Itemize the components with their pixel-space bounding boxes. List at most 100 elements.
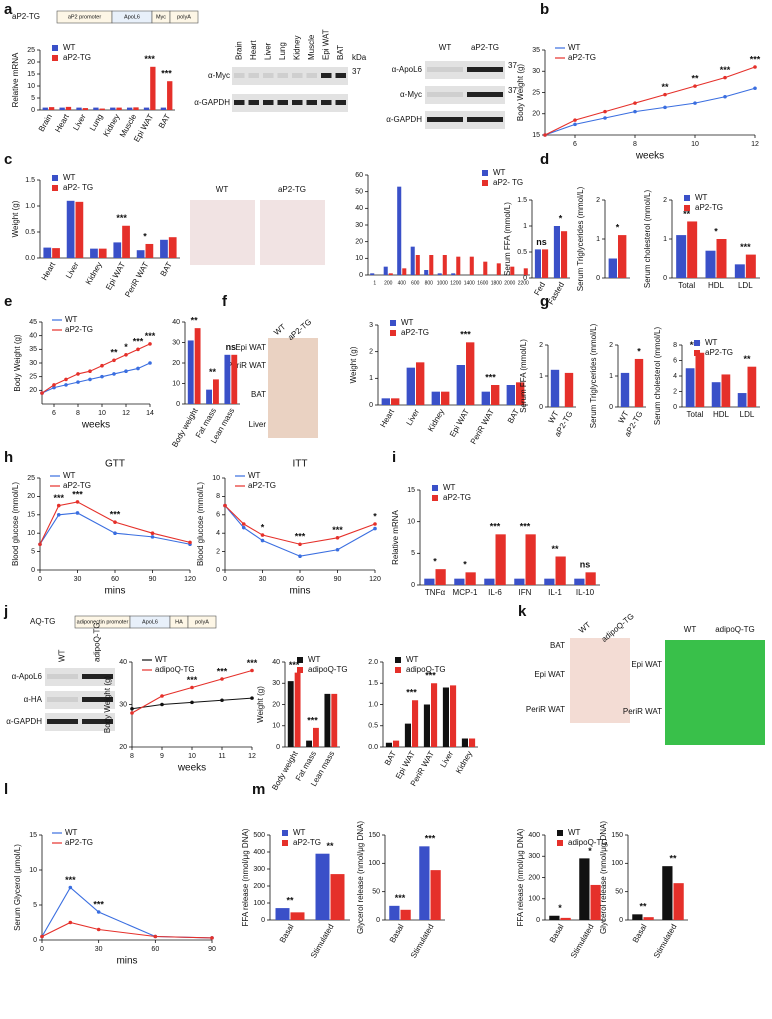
x-tick-label: Kidney bbox=[454, 750, 474, 776]
bar bbox=[469, 738, 476, 747]
annotation: * bbox=[559, 213, 563, 223]
lane-label: aP2-TG bbox=[471, 43, 499, 52]
legend-label: WT bbox=[308, 655, 321, 664]
x-tick-label: BAT bbox=[383, 749, 398, 767]
construct-part-label: aP2 promoter bbox=[68, 14, 101, 20]
x-tick-label: HDL bbox=[713, 410, 730, 419]
y-tick-label: 0 bbox=[31, 567, 35, 574]
y-tick-label: 300 bbox=[528, 853, 540, 860]
bar bbox=[389, 905, 400, 920]
x-tick-label: 60 bbox=[111, 576, 119, 583]
bar bbox=[481, 391, 490, 405]
y-tick-label: 25 bbox=[532, 89, 540, 96]
legend-swatch bbox=[395, 667, 401, 673]
annotation: *** bbox=[65, 875, 76, 885]
legend-label: aP2-TG bbox=[248, 481, 276, 490]
annotation: * bbox=[637, 346, 641, 356]
point bbox=[75, 511, 80, 515]
y-tick-label: 0.0 bbox=[368, 744, 378, 751]
bar bbox=[634, 358, 644, 407]
bar bbox=[561, 231, 568, 278]
x-tick-label: 2000 bbox=[504, 280, 515, 286]
legend-label: aP2-TG bbox=[695, 203, 723, 212]
legend-swatch bbox=[557, 830, 563, 836]
bar bbox=[687, 221, 698, 278]
x-tick-label: Basal bbox=[631, 922, 649, 944]
bar bbox=[435, 569, 446, 585]
photo-row-label: PeriR WAT bbox=[623, 707, 662, 716]
y-tick-label: 1 bbox=[523, 223, 527, 230]
bar bbox=[737, 393, 747, 407]
x-tick-label: 0 bbox=[40, 946, 44, 953]
bar bbox=[98, 248, 107, 258]
bar bbox=[574, 578, 585, 585]
y-tick-label: 300 bbox=[253, 866, 265, 873]
y-tick-label: 5 bbox=[33, 902, 37, 909]
annotation: ** bbox=[683, 209, 691, 219]
x-tick-label: Liver bbox=[71, 112, 88, 132]
y-axis-label: Body Weight (g) bbox=[13, 334, 22, 392]
annotation: *** bbox=[406, 688, 417, 698]
bar bbox=[510, 266, 515, 275]
y-tick-label: 1 bbox=[609, 373, 613, 380]
legend-swatch bbox=[395, 657, 401, 663]
panel-letter: b bbox=[540, 1, 549, 18]
y-tick-label: 20 bbox=[355, 239, 363, 246]
bar bbox=[579, 858, 590, 920]
legend-swatch bbox=[684, 205, 690, 211]
y-axis-label: Weight (g) bbox=[349, 346, 358, 383]
blot-band bbox=[427, 67, 463, 72]
x-tick-label: PeriR WAT bbox=[469, 407, 496, 445]
y-tick-label: 400 bbox=[528, 832, 540, 839]
point bbox=[38, 542, 42, 547]
annotation: *** bbox=[161, 69, 172, 79]
x-tick-label: Body weight bbox=[270, 749, 300, 792]
y-tick-label: 0 bbox=[261, 917, 265, 924]
bar bbox=[167, 81, 173, 110]
blot-strip bbox=[425, 61, 505, 79]
y-tick-label: 10 bbox=[172, 380, 180, 387]
annotation: ** bbox=[326, 841, 334, 851]
legend-label: aP2- TG bbox=[63, 183, 93, 192]
point bbox=[210, 936, 214, 940]
legend-swatch bbox=[694, 350, 700, 356]
annotation: *** bbox=[93, 899, 104, 909]
x-tick-label: Liver bbox=[64, 260, 81, 280]
annotation: *** bbox=[485, 372, 496, 382]
y-tick-label: 0.5 bbox=[517, 249, 527, 256]
legend-swatch bbox=[282, 840, 288, 846]
y-axis-label: Blood glucose (mmol/L) bbox=[196, 482, 205, 566]
x-tick-label: 90 bbox=[334, 576, 342, 583]
annotation: *** bbox=[53, 493, 64, 503]
bar bbox=[43, 247, 52, 258]
x-tick-label: Liver bbox=[439, 749, 456, 769]
point bbox=[723, 94, 727, 99]
bar bbox=[523, 268, 528, 275]
y-tick-label: 0.0 bbox=[25, 255, 35, 262]
blot-strip bbox=[425, 86, 505, 104]
y-axis-label: Serum Glycerol (μmol/L) bbox=[13, 844, 22, 931]
legend-label: WT bbox=[63, 43, 76, 52]
point bbox=[124, 353, 128, 357]
bar bbox=[618, 235, 627, 278]
y-tick-label: 2 bbox=[596, 197, 600, 204]
bar bbox=[514, 578, 525, 585]
y-tick-label: 0 bbox=[411, 582, 415, 589]
x-tick-label: 1200 bbox=[450, 280, 461, 286]
lane-label: WT bbox=[439, 43, 452, 52]
blot-band bbox=[82, 674, 113, 679]
bar bbox=[370, 273, 375, 275]
lane-label: Brain bbox=[234, 41, 243, 60]
y-tick-label: 30 bbox=[272, 680, 280, 687]
point bbox=[373, 526, 377, 531]
bar bbox=[330, 874, 345, 920]
y-tick-label: 30 bbox=[172, 339, 180, 346]
y-tick-label: 100 bbox=[528, 896, 540, 903]
x-tick-label: BAT bbox=[159, 260, 174, 278]
legend-label: WT bbox=[65, 315, 78, 324]
y-tick-label: 20 bbox=[119, 744, 127, 751]
x-axis-label: mins bbox=[116, 956, 137, 967]
y-tick-label: 5 bbox=[411, 550, 415, 557]
x-tick-label: Total bbox=[687, 410, 704, 419]
annotation: *** bbox=[307, 715, 318, 725]
